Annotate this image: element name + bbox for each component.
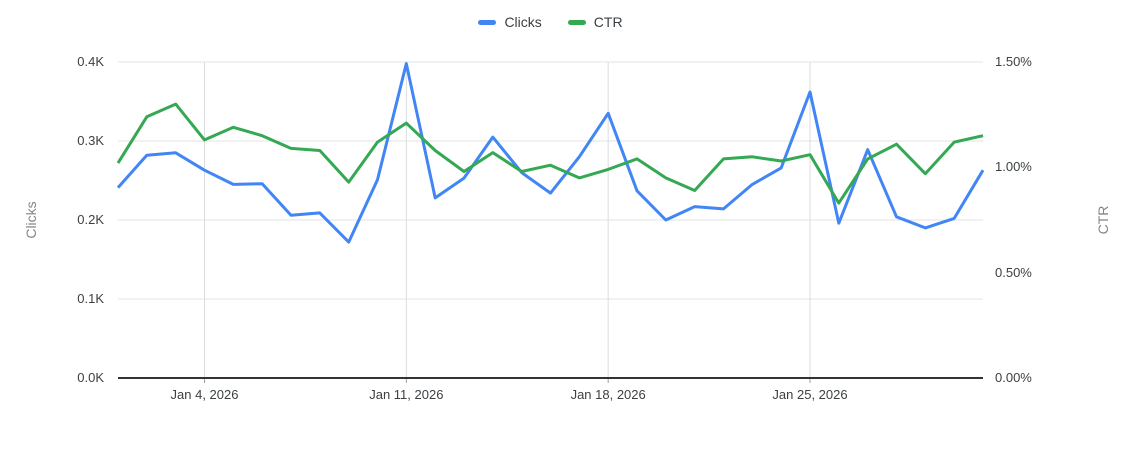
y-right-tick-label: 1.00% [995, 159, 1032, 175]
clicks-legend-label: Clicks [504, 14, 542, 30]
clicks-legend-swatch [478, 19, 497, 25]
y-right-tick-label: 0.00% [995, 370, 1032, 385]
y-left-tick-label: 0.2K [77, 212, 104, 227]
ctr-line [116, 102, 984, 205]
right-axis-title: CTR [1095, 205, 1111, 235]
left-axis-title: Clicks [23, 201, 39, 239]
y-left-tick-label: 0.0K [77, 370, 104, 385]
clicks-line [116, 62, 985, 244]
ctr-legend-swatch [567, 19, 586, 25]
y-right-tick-label: 1.50% [995, 54, 1032, 69]
y-left-tick-label: 0.3K [77, 133, 104, 148]
x-tick-label: Jan 11, 2026 [369, 387, 444, 402]
ctr-legend-label: CTR [593, 14, 623, 30]
legend-item-ctr: CTR [567, 13, 623, 31]
x-tick-label: Jan 25, 2026 [772, 387, 848, 402]
y-left-tick-label: 0.1K [77, 291, 104, 306]
chart-legend: Clicks CTR [118, 13, 983, 31]
x-tick-label: Jan 18, 2026 [570, 387, 646, 402]
y-right-tick-label: 0.50% [995, 264, 1032, 280]
y-left-tick-label: 0.4K [77, 54, 104, 69]
x-tick-label: Jan 4, 2026 [170, 387, 239, 402]
legend-item-clicks: Clicks [478, 13, 542, 31]
